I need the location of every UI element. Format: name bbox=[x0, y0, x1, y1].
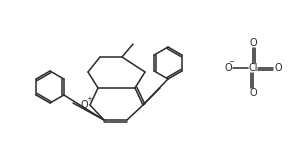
Text: O: O bbox=[80, 100, 88, 110]
Text: O: O bbox=[224, 63, 232, 73]
Text: O: O bbox=[249, 38, 257, 48]
Text: O: O bbox=[274, 63, 282, 73]
Text: −: − bbox=[228, 59, 234, 65]
Text: Cl: Cl bbox=[248, 63, 258, 73]
Text: O: O bbox=[249, 88, 257, 98]
Text: +: + bbox=[86, 96, 92, 102]
